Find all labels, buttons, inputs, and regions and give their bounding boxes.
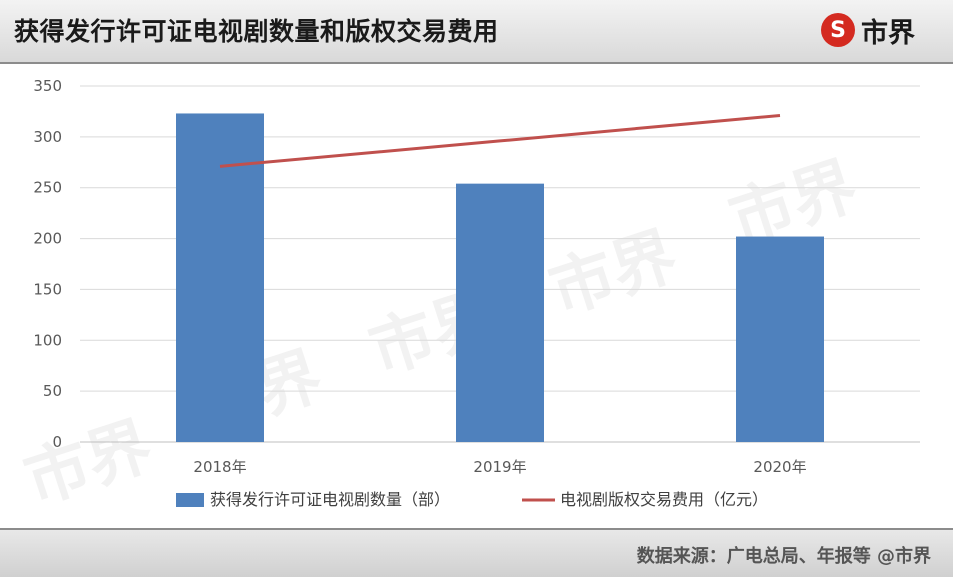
y-tick-label: 200 <box>33 230 62 248</box>
x-tick-label: 2019年 <box>473 458 526 476</box>
y-tick-label: 50 <box>43 382 62 400</box>
bar <box>736 237 824 442</box>
logo-text: 市界 <box>861 11 915 50</box>
bar <box>456 184 544 442</box>
y-tick-label: 350 <box>33 77 62 95</box>
chart-header: 获得发行许可证电视剧数量和版权交易费用 S 市界 <box>0 0 953 64</box>
legend-label-line: 电视剧版权交易费用（亿元） <box>560 490 768 509</box>
legend-label-bar: 获得发行许可证电视剧数量（部） <box>210 490 450 509</box>
y-tick-label: 100 <box>33 331 62 349</box>
data-source: 数据来源：广电总局、年报等 @市界 <box>637 542 931 568</box>
x-tick-label: 2018年 <box>193 458 246 476</box>
logo-icon: S <box>821 13 855 47</box>
brand-logo: S 市界 <box>821 12 915 48</box>
chart-footer: 数据来源：广电总局、年报等 @市界 <box>0 528 953 577</box>
chart-area: 市界市界市界市界市界0501001502002503003502018年2019… <box>0 64 953 526</box>
y-tick-label: 300 <box>33 128 62 146</box>
y-tick-label: 250 <box>33 179 62 197</box>
legend-swatch-bar <box>176 493 204 507</box>
chart-title: 获得发行许可证电视剧数量和版权交易费用 <box>14 12 499 48</box>
x-tick-label: 2020年 <box>753 458 806 476</box>
y-tick-label: 150 <box>33 280 62 298</box>
watermark-text: 市界 <box>541 219 686 329</box>
y-tick-label: 0 <box>52 433 62 451</box>
watermark-text: 市界 <box>16 409 161 519</box>
